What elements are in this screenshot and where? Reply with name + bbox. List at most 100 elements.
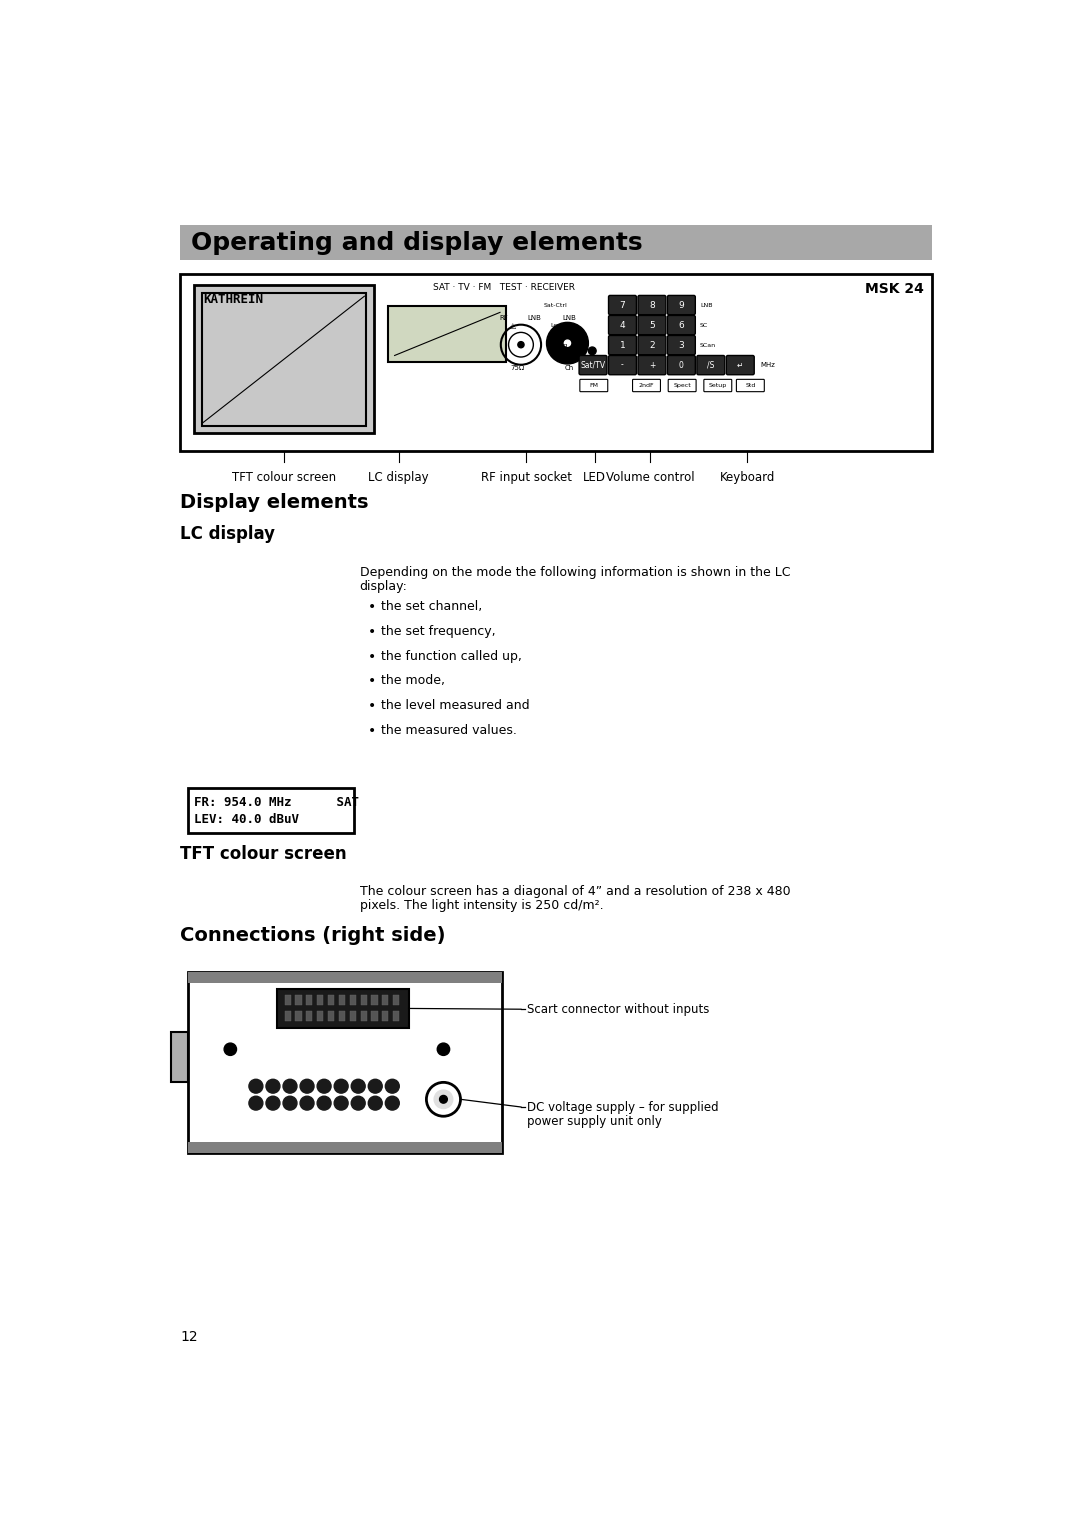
- Circle shape: [283, 1080, 297, 1093]
- FancyBboxPatch shape: [669, 380, 697, 392]
- Bar: [350, 1011, 356, 1020]
- Text: SC: SC: [700, 323, 708, 328]
- Text: 2ndF: 2ndF: [638, 383, 654, 387]
- FancyBboxPatch shape: [667, 316, 696, 334]
- Circle shape: [248, 1096, 262, 1110]
- Bar: [194, 285, 374, 433]
- Circle shape: [248, 1080, 262, 1093]
- Text: -: -: [621, 360, 624, 369]
- Text: 5: 5: [649, 320, 654, 329]
- FancyBboxPatch shape: [608, 296, 636, 314]
- Text: 3: 3: [678, 340, 685, 349]
- FancyBboxPatch shape: [638, 355, 666, 375]
- Text: LNB: LNB: [527, 316, 541, 322]
- Text: ⚠: ⚠: [509, 322, 516, 331]
- Text: •: •: [367, 601, 376, 615]
- FancyBboxPatch shape: [633, 380, 661, 392]
- Text: Connections (right side): Connections (right side): [180, 927, 445, 946]
- Circle shape: [589, 348, 596, 355]
- Text: ↵: ↵: [737, 360, 743, 369]
- Circle shape: [283, 1096, 297, 1110]
- Circle shape: [434, 1090, 453, 1109]
- Bar: [361, 1011, 367, 1020]
- Text: •: •: [367, 650, 376, 663]
- Bar: [188, 1142, 501, 1153]
- Circle shape: [368, 1080, 382, 1093]
- Text: the mode,: the mode,: [381, 674, 445, 688]
- Text: •: •: [367, 674, 376, 688]
- Bar: [389, 307, 507, 361]
- Bar: [188, 973, 501, 1153]
- Circle shape: [334, 1080, 348, 1093]
- Text: Std: Std: [745, 383, 756, 387]
- Bar: [339, 996, 345, 1005]
- Text: •: •: [367, 625, 376, 639]
- Bar: [393, 996, 400, 1005]
- FancyBboxPatch shape: [638, 296, 666, 314]
- Circle shape: [266, 1080, 280, 1093]
- FancyBboxPatch shape: [608, 355, 636, 375]
- Text: •: •: [367, 698, 376, 712]
- Text: 12: 12: [180, 1330, 198, 1345]
- Text: 8: 8: [649, 300, 654, 310]
- FancyBboxPatch shape: [667, 336, 696, 355]
- Text: Ch-Frq: Ch-Frq: [548, 343, 567, 348]
- Text: •: •: [367, 723, 376, 738]
- Text: LC display: LC display: [368, 471, 429, 483]
- Text: 1: 1: [620, 340, 625, 349]
- FancyBboxPatch shape: [727, 355, 754, 375]
- Bar: [296, 996, 301, 1005]
- Circle shape: [386, 1096, 400, 1110]
- Text: LNB: LNB: [700, 302, 713, 308]
- Text: +: +: [649, 360, 656, 369]
- Circle shape: [517, 342, 524, 348]
- Text: Ch: Ch: [565, 364, 573, 371]
- Bar: [276, 990, 408, 1028]
- Bar: [307, 1011, 312, 1020]
- Text: SCan: SCan: [700, 343, 716, 348]
- Circle shape: [225, 1043, 237, 1055]
- Text: SAT · TV · FM   TEST · RECEIVER: SAT · TV · FM TEST · RECEIVER: [433, 284, 576, 293]
- Bar: [284, 996, 291, 1005]
- Bar: [284, 1011, 291, 1020]
- Text: LED: LED: [583, 471, 606, 483]
- Text: LEV: 40.0 dBuV: LEV: 40.0 dBuV: [194, 813, 299, 827]
- Text: RF: RF: [499, 316, 508, 322]
- Text: 9: 9: [678, 300, 685, 310]
- Text: The colour screen has a diagonal of 4” and a resolution of 238 x 480: The colour screen has a diagonal of 4” a…: [360, 884, 791, 898]
- FancyBboxPatch shape: [667, 296, 696, 314]
- Text: the level measured and: the level measured and: [381, 698, 530, 712]
- Text: Depending on the mode the following information is shown in the LC: Depending on the mode the following info…: [360, 566, 791, 580]
- Text: RF input socket: RF input socket: [481, 471, 572, 483]
- Bar: [188, 788, 354, 833]
- Text: MHz: MHz: [760, 361, 775, 368]
- Circle shape: [318, 1096, 332, 1110]
- FancyBboxPatch shape: [667, 355, 696, 375]
- Text: KATHREIN: KATHREIN: [203, 293, 264, 307]
- Circle shape: [546, 322, 589, 364]
- FancyBboxPatch shape: [697, 355, 725, 375]
- FancyBboxPatch shape: [638, 336, 666, 355]
- Text: pixels. The light intensity is 250 cd/m².: pixels. The light intensity is 250 cd/m²…: [360, 900, 604, 912]
- Text: the function called up,: the function called up,: [381, 650, 523, 663]
- Circle shape: [266, 1096, 280, 1110]
- Text: Scart connector without inputs: Scart connector without inputs: [527, 1003, 710, 1016]
- Text: Sat/TV: Sat/TV: [580, 360, 606, 369]
- Bar: [318, 1011, 323, 1020]
- Bar: [318, 996, 323, 1005]
- Text: Level: Level: [551, 323, 567, 328]
- Circle shape: [565, 340, 570, 346]
- Bar: [393, 1011, 400, 1020]
- Text: 7: 7: [620, 300, 625, 310]
- Bar: [382, 1011, 389, 1020]
- Circle shape: [351, 1080, 365, 1093]
- Circle shape: [300, 1080, 314, 1093]
- Bar: [372, 996, 378, 1005]
- Text: the set channel,: the set channel,: [381, 601, 483, 613]
- Bar: [171, 1032, 188, 1083]
- Text: Display elements: Display elements: [180, 493, 368, 512]
- Circle shape: [318, 1080, 332, 1093]
- Text: display:: display:: [360, 581, 407, 593]
- Bar: [188, 973, 501, 984]
- Text: 6: 6: [678, 320, 685, 329]
